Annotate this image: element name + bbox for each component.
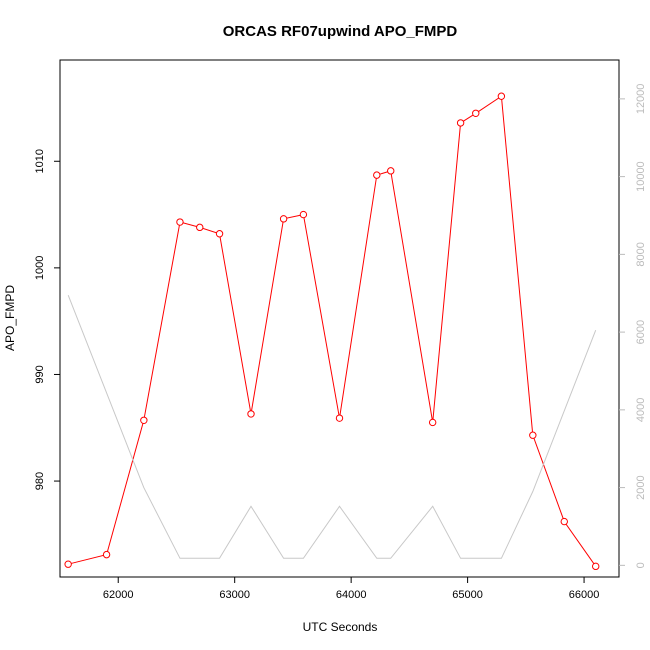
y2-tick-label: 2000 — [635, 475, 647, 499]
y-axis-label: APO_FMPD — [3, 285, 17, 351]
data-point — [196, 223, 204, 232]
y2-tick-label: 12000 — [635, 84, 647, 115]
plot-marks — [64, 92, 600, 571]
chart-title: ORCAS RF07upwind APO_FMPD — [223, 23, 458, 40]
data-point — [215, 230, 224, 238]
data-point — [472, 109, 480, 117]
y-tick-label: 980 — [34, 472, 46, 490]
data-point — [497, 92, 506, 100]
y2-tick-label: 6000 — [635, 320, 647, 344]
data-point — [387, 167, 395, 175]
data-point — [176, 218, 184, 226]
y2-tick-label: 4000 — [635, 398, 647, 422]
data-point — [102, 550, 111, 559]
y2-tick-label: 8000 — [635, 242, 647, 266]
data-point — [299, 210, 308, 219]
data-point — [279, 215, 288, 223]
x-tick-label: 62000 — [103, 589, 134, 601]
data-point — [529, 431, 537, 439]
x-axis: 62000 63000 64000 65000 66000 — [103, 577, 599, 601]
x-tick-label: 66000 — [569, 589, 600, 601]
y-tick-label: 1000 — [34, 256, 46, 280]
data-point — [373, 171, 381, 179]
plot-frame — [59, 59, 620, 578]
data-point — [560, 517, 568, 526]
data-point — [247, 410, 255, 418]
y-axis-left: 980 990 1000 1010 — [34, 149, 60, 490]
data-point — [428, 418, 437, 427]
y-axis-right: 0 2000 4000 6000 8000 10000 12000 — [619, 84, 647, 568]
data-point — [140, 416, 148, 425]
data-point — [592, 562, 600, 571]
x-tick-label: 63000 — [219, 589, 250, 601]
y2-tick-label: 10000 — [635, 161, 647, 192]
series-line — [68, 95, 597, 567]
y-tick-label: 990 — [34, 365, 46, 383]
data-point — [456, 119, 465, 127]
x-tick-label: 65000 — [452, 589, 483, 601]
data-point — [335, 414, 344, 422]
y2-tick-label: 0 — [635, 562, 647, 568]
x-tick-label: 64000 — [336, 589, 367, 601]
series-line-right — [67, 295, 597, 559]
y-tick-label: 1010 — [34, 149, 46, 173]
x-axis-label: UTC Seconds — [303, 620, 378, 634]
data-point — [64, 560, 72, 568]
